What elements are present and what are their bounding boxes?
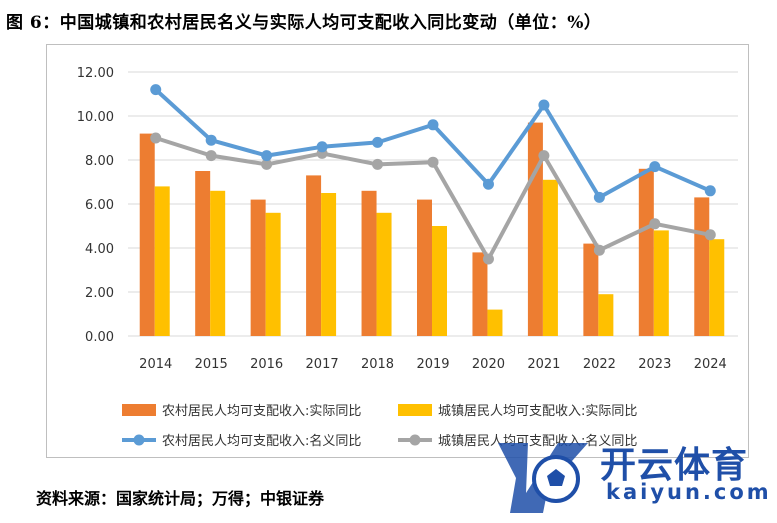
x-tick-label: 2018	[361, 357, 394, 372]
bar-urban-real	[154, 186, 170, 336]
legend-label: 农村居民人均可支配收入:实际同比	[162, 404, 361, 419]
bar-rural-real	[250, 199, 266, 336]
bar-rural-real	[472, 252, 488, 336]
legend-label: 城镇居民人均可支配收入:名义同比	[438, 433, 637, 449]
figure-title: 图 6：中国城镇和农村居民名义与实际人均可支配收入同比变动（单位：%）	[6, 13, 602, 33]
line-urban-nominal-point	[205, 150, 217, 162]
x-tick-label: 2017	[306, 357, 339, 372]
y-axis-tick-labels: 0.00 2.00 4.00 6.00 8.00 10.00 12.00	[77, 66, 114, 345]
x-tick-label: 2014	[139, 357, 172, 372]
line-urban-nominal-point	[704, 229, 716, 241]
bar-urban-real	[210, 190, 226, 336]
line-rural-nominal-point	[316, 141, 328, 153]
legend-label: 农村居民人均可支配收入:名义同比	[162, 433, 361, 449]
bar-urban-real	[265, 212, 281, 336]
x-tick-label: 2022	[583, 357, 616, 372]
line-rural-nominal-point	[704, 185, 716, 197]
x-tick-label: 2016	[250, 357, 283, 372]
line-urban-nominal-point	[372, 158, 384, 170]
bar-rural-real	[694, 197, 710, 336]
line-rural-nominal-point	[261, 150, 273, 162]
line-urban-nominal-point	[538, 150, 550, 162]
legend-swatch-marker	[409, 434, 421, 446]
line-rural-nominal-point	[649, 161, 661, 173]
line-rural-nominal-point	[205, 134, 217, 146]
watermark-subtext: kaiyun.com	[606, 480, 772, 504]
lines	[150, 84, 716, 265]
line-urban-nominal-point	[482, 253, 494, 265]
line-rural-nominal-point	[372, 136, 384, 148]
y-tick-label: 10.00	[77, 110, 114, 125]
line-urban-nominal-point	[427, 156, 439, 168]
bar-rural-real	[417, 199, 432, 336]
y-tick-label: 2.00	[85, 286, 114, 301]
line-urban-nominal-point	[593, 244, 605, 256]
x-axis-tick-labels: 2014 2015 2016 2017 2018 2019 2020 2021 2022 2023…	[139, 357, 727, 372]
watermark-text: 开云体育	[600, 445, 749, 486]
line-urban-nominal-point	[649, 218, 661, 230]
line-rural-nominal-point	[150, 84, 162, 96]
x-tick-label: 2024	[694, 357, 727, 372]
bars	[139, 122, 725, 336]
bar-rural-real	[361, 190, 377, 336]
bar-urban-real	[376, 212, 392, 336]
bar-urban-real	[487, 309, 503, 336]
soccer-ball-logo-icon	[498, 443, 588, 513]
x-tick-label: 2023	[638, 357, 671, 372]
line-urban-nominal-point	[261, 158, 273, 170]
watermark-logo: 开云体育 kaiyun.com	[488, 433, 773, 518]
y-tick-label: 0.00	[85, 330, 114, 345]
legend-swatch-marker	[133, 434, 145, 446]
bar-urban-real	[542, 179, 558, 336]
line-urban-nominal-point	[150, 132, 162, 144]
y-tick-label: 4.00	[85, 242, 114, 257]
legend-label: 城镇居民人均可支配收入:实际同比	[438, 404, 637, 419]
x-tick-label: 2015	[195, 357, 228, 372]
x-tick-label: 2021	[527, 357, 560, 372]
line-rural-nominal-point	[538, 99, 550, 111]
bar-urban-real	[598, 294, 614, 336]
line-rural-nominal-point	[427, 119, 439, 131]
line-rural-nominal-point	[593, 191, 605, 203]
x-tick-label: 2020	[472, 357, 505, 372]
bar-urban-real	[653, 230, 669, 336]
legend-swatch	[122, 404, 156, 416]
bar-rural-real	[638, 168, 654, 336]
legend: 农村居民人均可支配收入:实际同比 城镇居民人均可支配收入:实际同比农村居民人均可支…	[122, 404, 637, 449]
y-tick-label: 8.00	[85, 154, 114, 169]
bar-rural-real	[139, 133, 155, 336]
bar-rural-real	[306, 175, 322, 336]
bar-urban-real	[709, 239, 725, 336]
bar-urban-real	[432, 226, 447, 336]
chart-frame	[46, 44, 749, 458]
bar-rural-real	[195, 171, 211, 336]
y-tick-label: 6.00	[85, 198, 114, 213]
bar-urban-real	[321, 193, 337, 336]
legend-swatch	[398, 404, 432, 416]
source-note: 资料来源：国家统计局；万得；中银证券	[36, 489, 325, 508]
line-rural-nominal-point	[482, 178, 494, 190]
bar-rural-real	[583, 243, 599, 336]
line-rural-nominal	[154, 88, 712, 200]
x-tick-label: 2019	[416, 357, 449, 372]
y-tick-label: 12.00	[77, 66, 114, 81]
